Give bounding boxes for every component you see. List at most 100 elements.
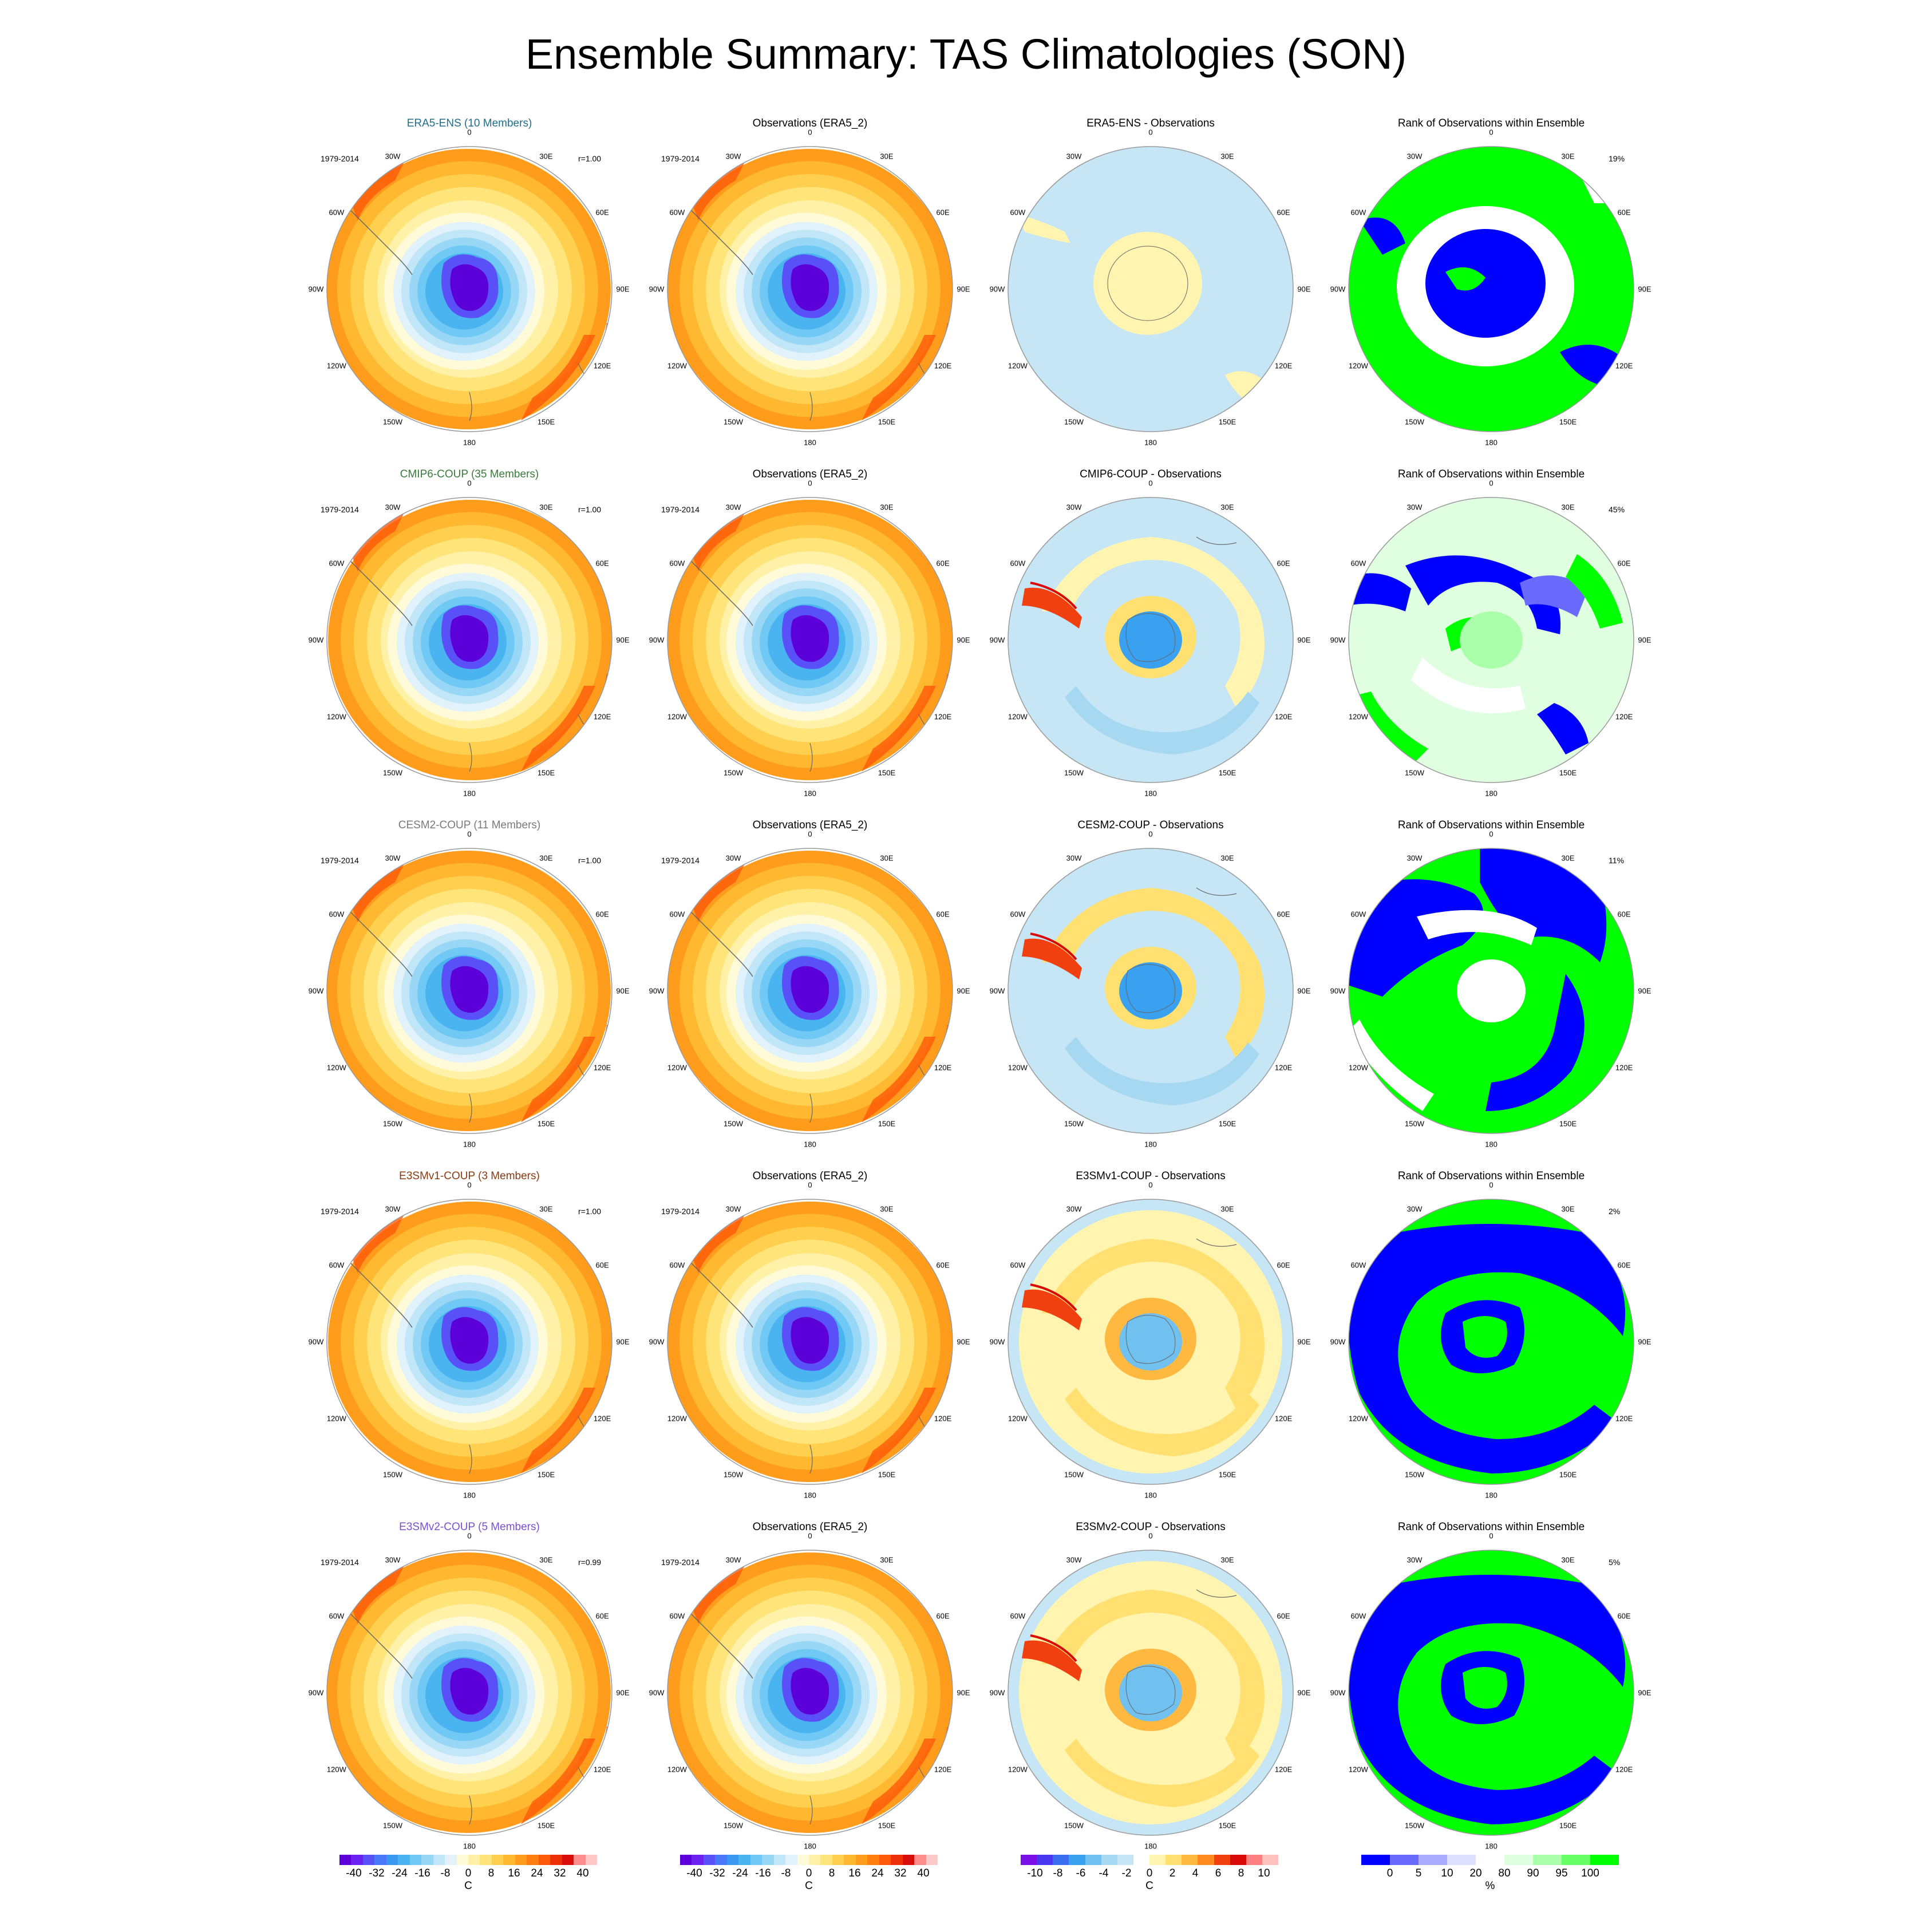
longitude-label: 0 bbox=[1148, 1180, 1153, 1190]
longitude-label: 60E bbox=[1277, 1261, 1290, 1270]
colorbar-swatch bbox=[1447, 1855, 1476, 1865]
longitude-label: 60W bbox=[1010, 208, 1026, 217]
longitude-label: 120W bbox=[326, 361, 346, 370]
colorbar-tick: 4 bbox=[1192, 1867, 1199, 1879]
obs-panel: Observations (ERA5_2) 1979-2014 0 30E 60E 90E… bbox=[638, 468, 982, 817]
longitude-label: 30E bbox=[880, 152, 894, 161]
longitude-label: 30E bbox=[1561, 1555, 1575, 1564]
longitude-label: 90W bbox=[308, 635, 324, 645]
difference-map bbox=[1008, 1199, 1294, 1485]
longitude-label: 60W bbox=[1010, 1261, 1026, 1270]
longitude-label: 180 bbox=[804, 438, 816, 447]
colorbar-tick: 6 bbox=[1215, 1867, 1222, 1879]
longitude-label: 0 bbox=[1148, 479, 1153, 488]
colorbar-swatch bbox=[398, 1855, 410, 1865]
longitude-label: 120W bbox=[1008, 361, 1028, 370]
colorbar-swatch bbox=[1069, 1855, 1085, 1865]
obs-panel: Observations (ERA5_2) 1979-2014 0 30E 60E 90E… bbox=[638, 117, 982, 467]
colorbar-swatch bbox=[1246, 1855, 1262, 1865]
colorbar-swatch bbox=[1590, 1855, 1619, 1865]
panel-title: Observations (ERA5_2) bbox=[752, 819, 868, 831]
colorbar-swatch bbox=[491, 1855, 504, 1865]
longitude-label: 180 bbox=[463, 1842, 476, 1851]
longitude-label: 90W bbox=[649, 1337, 665, 1346]
rank-panel: Rank of Observations within Ensemble 19% 0… bbox=[1319, 117, 1663, 467]
colorbar-temp: -40 -32 -24 -16 -8 0 8 16 24 32 40 C bbox=[339, 1855, 597, 1895]
colorbar-tick: 80 bbox=[1498, 1867, 1511, 1879]
colorbar-swatch bbox=[562, 1855, 574, 1865]
longitude-label: 150E bbox=[1559, 1821, 1577, 1830]
obs-panel: Observations (ERA5_2) 1979-2014 0 30E 60E 90E… bbox=[638, 1521, 982, 1870]
colorbar-swatch bbox=[703, 1855, 716, 1865]
longitude-label: 90W bbox=[649, 635, 665, 645]
longitude-label: 120E bbox=[1615, 712, 1633, 721]
longitude-label: 60E bbox=[936, 208, 950, 217]
longitude-label: 0 bbox=[467, 479, 472, 488]
longitude-label: 150W bbox=[383, 768, 402, 777]
rank-percent: 11% bbox=[1609, 856, 1624, 865]
rank-map bbox=[1348, 497, 1634, 783]
diff-panel: E3SMv2-COUP - Observations 0 30E 60E 90E 120E… bbox=[979, 1521, 1322, 1870]
colorbar-tick: 95 bbox=[1555, 1867, 1568, 1879]
colorbar-swatch bbox=[879, 1855, 891, 1865]
longitude-label: 120W bbox=[1348, 361, 1368, 370]
colorbar-tick: 24 bbox=[531, 1867, 543, 1879]
panel-title: Rank of Observations within Ensemble bbox=[1397, 117, 1585, 129]
colorbar-unit: C bbox=[1145, 1880, 1153, 1892]
longitude-label: 120E bbox=[1274, 1063, 1293, 1072]
colorbar-swatch bbox=[433, 1855, 445, 1865]
longitude-label: 150E bbox=[537, 1119, 555, 1128]
period-label: 1979-2014 bbox=[661, 154, 700, 163]
panel-title: CMIP6-COUP (35 Members) bbox=[400, 468, 539, 480]
longitude-label: 150W bbox=[1064, 1119, 1084, 1128]
longitude-label: 90W bbox=[989, 635, 1005, 645]
colorbar-swatch bbox=[785, 1855, 797, 1865]
rank-panel: Rank of Observations within Ensemble 11% 0… bbox=[1319, 819, 1663, 1168]
longitude-label: 120W bbox=[326, 1063, 346, 1072]
longitude-label: 120W bbox=[1348, 1414, 1368, 1423]
longitude-label: 180 bbox=[463, 789, 476, 798]
colorbar-swatch bbox=[1021, 1855, 1037, 1865]
longitude-label: 90W bbox=[649, 285, 665, 294]
longitude-label: 30W bbox=[1406, 1555, 1423, 1564]
model-panel: CESM2-COUP (11 Members) 1979-2014 r=1.00 0 3… bbox=[298, 819, 641, 1168]
longitude-label: 150E bbox=[537, 768, 555, 777]
longitude-label: 120E bbox=[1274, 712, 1293, 721]
longitude-label: 120E bbox=[1274, 1765, 1293, 1774]
longitude-label: 180 bbox=[1485, 1842, 1498, 1851]
longitude-label: 60E bbox=[936, 910, 950, 919]
panel-title: E3SMv2-COUP (5 Members) bbox=[399, 1521, 540, 1533]
longitude-label: 120E bbox=[593, 361, 611, 370]
longitude-label: 60E bbox=[936, 1261, 950, 1270]
colorbar-swatch bbox=[480, 1855, 492, 1865]
colorbar-tick: 10 bbox=[1258, 1867, 1270, 1879]
longitude-label: 90E bbox=[1638, 1688, 1652, 1697]
colorbar-tick: 0 bbox=[1146, 1867, 1153, 1879]
difference-map bbox=[1008, 497, 1294, 783]
longitude-label: 150W bbox=[724, 417, 743, 426]
colorbar-swatch bbox=[808, 1855, 821, 1865]
longitude-label: 60E bbox=[595, 1611, 609, 1621]
colorbar-swatches bbox=[1021, 1855, 1278, 1865]
colorbar-swatch bbox=[891, 1855, 903, 1865]
longitude-label: 90E bbox=[957, 1337, 970, 1346]
colorbar-swatch bbox=[456, 1855, 468, 1865]
longitude-label: 30W bbox=[1406, 1204, 1423, 1214]
colorbar-swatch bbox=[1230, 1855, 1246, 1865]
longitude-label: 60W bbox=[329, 208, 345, 217]
longitude-label: 150E bbox=[878, 768, 896, 777]
temperature-map bbox=[326, 1199, 613, 1485]
longitude-label: 150W bbox=[1064, 768, 1084, 777]
rank-percent: 19% bbox=[1609, 154, 1625, 163]
longitude-label: 180 bbox=[1485, 1491, 1498, 1500]
colorbar-tick: -32 bbox=[369, 1867, 385, 1879]
longitude-label: 180 bbox=[463, 1140, 476, 1149]
longitude-label: 90W bbox=[308, 1337, 324, 1346]
longitude-label: 30W bbox=[385, 503, 401, 512]
longitude-label: 90W bbox=[649, 1688, 665, 1697]
longitude-label: 120W bbox=[667, 712, 687, 721]
longitude-label: 60E bbox=[1277, 559, 1290, 568]
longitude-label: 150E bbox=[1218, 417, 1236, 426]
longitude-label: 30W bbox=[1066, 1204, 1082, 1214]
colorbar-swatch bbox=[797, 1855, 809, 1865]
